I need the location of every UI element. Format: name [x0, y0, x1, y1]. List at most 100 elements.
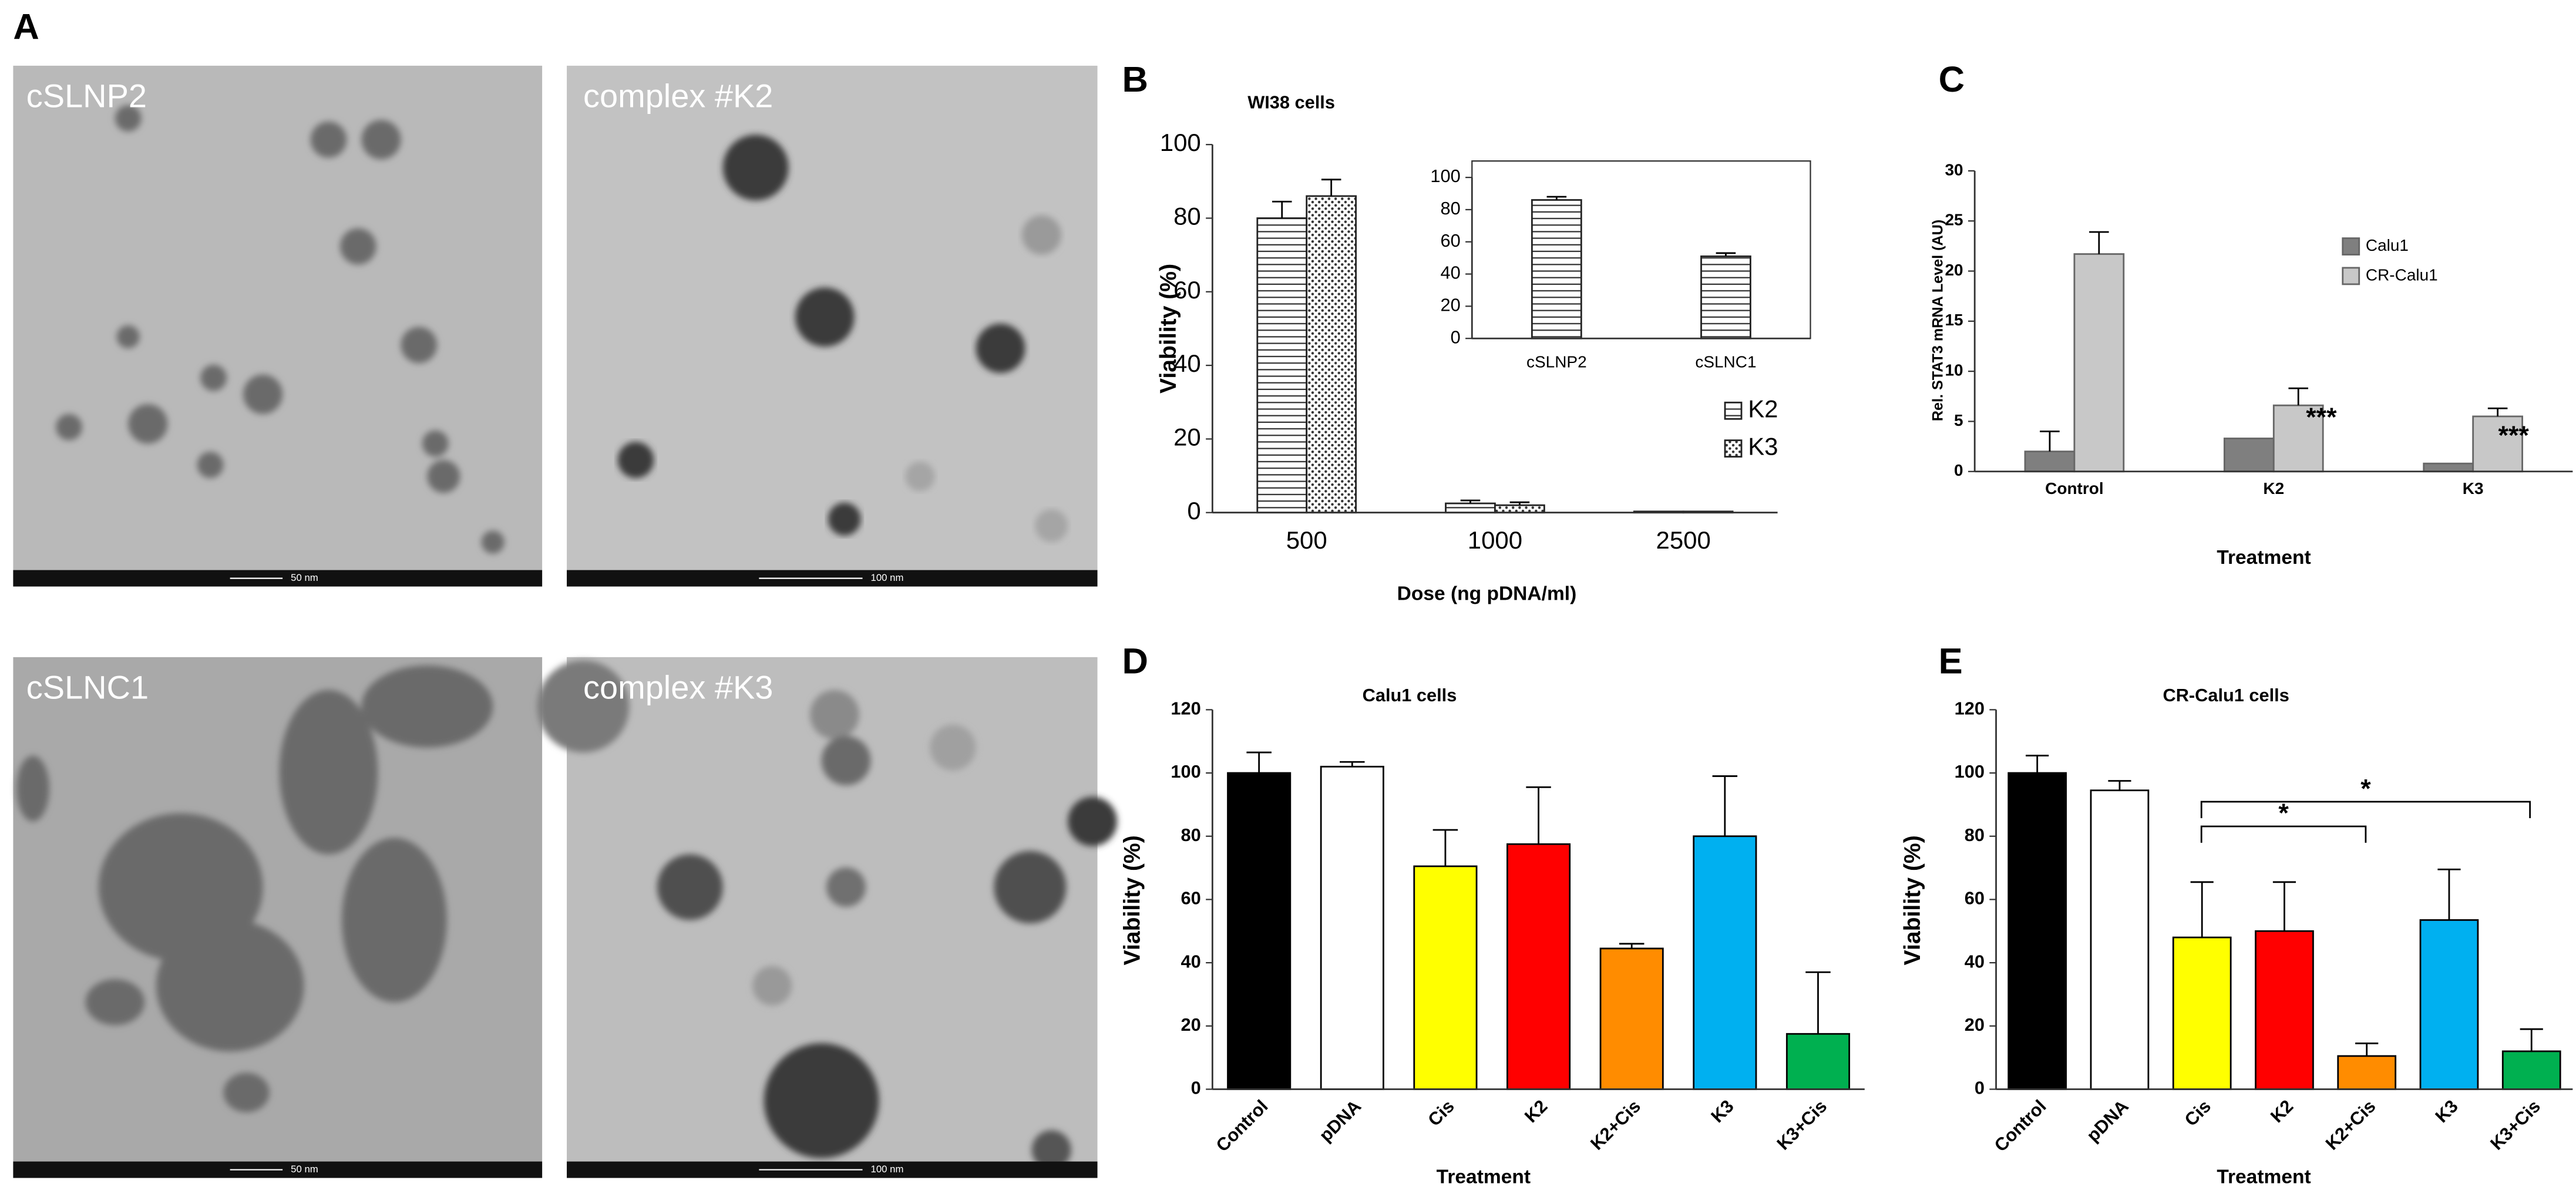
error-bar: [2040, 431, 2060, 452]
bar: [2073, 253, 2125, 473]
bar: [2090, 789, 2150, 1090]
panel-label: E: [1939, 641, 1963, 681]
x-tick-label: Cis: [1424, 1096, 1458, 1131]
annotation: *: [2278, 798, 2289, 828]
error-bar: [1716, 252, 1736, 257]
y-tick-label: 20: [1440, 295, 1460, 315]
bar: [1494, 504, 1545, 514]
x-tick-label: cSLNP2: [1526, 353, 1587, 371]
error-bar: [2108, 780, 2131, 791]
x-tick-label: Control: [1212, 1096, 1272, 1156]
y-tick-label: 25: [1945, 211, 1963, 229]
y-tick-label: 0: [1187, 497, 1200, 524]
y-tick-label: 0: [1975, 1078, 1985, 1098]
inset-frame: [1471, 160, 1811, 339]
y-tick-label: 100: [1955, 761, 1985, 782]
error-bar: [1246, 751, 1272, 774]
bar: [1693, 835, 1757, 1090]
x-axis-label: Dose (ng pDNA/ml): [1397, 583, 1577, 604]
image-label: cSLNP2: [26, 78, 147, 115]
chart-title: CR-Calu1 cells: [2163, 685, 2289, 705]
y-tick-label: 20: [1965, 1014, 1985, 1035]
y-tick-label: 0: [1451, 327, 1461, 347]
error-bar: [1321, 179, 1341, 196]
x-tick-label: Cis: [2181, 1096, 2215, 1131]
bar: [2419, 919, 2479, 1090]
annotation: *: [2360, 774, 2371, 803]
error-bar: [2288, 387, 2309, 406]
particles: [617, 135, 1068, 543]
legend-swatch: [1724, 401, 1743, 420]
y-tick-label: 10: [1945, 361, 1963, 379]
legend-label: Calu1: [2366, 236, 2409, 254]
x-tick-label: K2+Cis: [2322, 1096, 2380, 1154]
chart-title: Calu1 cells: [1363, 685, 1457, 705]
error-bar: [1340, 761, 1365, 767]
bar: [1256, 217, 1308, 514]
y-tick-label: 40: [1181, 951, 1201, 971]
error-bar: [1460, 499, 1481, 504]
error-bar: [2355, 1043, 2379, 1056]
y-tick-label: 30: [1945, 160, 1963, 179]
error-bar: [1546, 196, 1567, 200]
tem-image: 100 nm complex #K3: [537, 657, 1118, 1178]
y-tick-label: 100: [1430, 166, 1460, 186]
x-axis-label: Treatment: [2217, 547, 2311, 569]
x-tick-label: pDNA: [2083, 1096, 2133, 1146]
x-tick-label: K2+Cis: [1586, 1096, 1645, 1154]
error-bar: [2487, 407, 2508, 416]
bar: [2337, 1055, 2397, 1090]
y-tick-label: 80: [1173, 203, 1201, 230]
x-tick-label: K2: [1521, 1096, 1552, 1127]
image-bg: [13, 657, 543, 1178]
y-tick-label: 0: [1191, 1078, 1201, 1098]
x-tick-label: K3+Cis: [2486, 1096, 2544, 1154]
y-tick-label: 15: [1945, 311, 1963, 329]
y-tick-label: 60: [1173, 276, 1201, 304]
legend-swatch: [1724, 439, 1743, 458]
y-tick-label: 60: [1181, 888, 1201, 909]
x-tick-label: K3: [1707, 1096, 1738, 1127]
y-axis-label: Viability (%): [1119, 835, 1145, 965]
annotation: ***: [2498, 421, 2530, 450]
y-tick-label: 5: [1954, 411, 1963, 429]
x-axis-label: Treatment: [1437, 1166, 1531, 1188]
error-bar: [1509, 501, 1530, 506]
scale-label: 50 nm: [291, 572, 318, 583]
y-tick-label: 120: [1171, 698, 1200, 718]
y-tick-label: 40: [1440, 263, 1460, 283]
error-bar: [2272, 881, 2296, 932]
x-tick-label: pDNA: [1315, 1096, 1365, 1146]
legend-swatch: [2342, 267, 2360, 285]
y-tick-label: 60: [1965, 888, 1985, 909]
legend-label: K3: [1748, 433, 1778, 460]
y-tick-label: 120: [1955, 698, 1985, 718]
bar: [2472, 415, 2523, 473]
scale-label: 100 nm: [871, 1164, 904, 1175]
tem-image: 100 nm complex #K2: [567, 65, 1098, 587]
error-bar: [1619, 943, 1645, 949]
bar: [2501, 1050, 2561, 1090]
particles: [537, 660, 1118, 1170]
x-tick-label: 2500: [1656, 526, 1711, 554]
x-tick-label: K3+Cis: [1773, 1096, 1831, 1154]
bar: [1785, 1033, 1851, 1090]
error-bar: [1712, 775, 1738, 836]
x-tick-label: Control: [2045, 479, 2103, 497]
panel-label: B: [1122, 59, 1148, 100]
scale-label: 100 nm: [871, 572, 904, 583]
bar: [1413, 865, 1478, 1090]
y-tick-label: 80: [1965, 825, 1985, 845]
scale-label: 50 nm: [291, 1164, 318, 1175]
x-tick-label: cSLNC1: [1695, 353, 1756, 371]
tem-image: 50 nm cSLNC1: [13, 657, 543, 1178]
x-tick-label: K2: [2263, 479, 2284, 497]
significance-bracket: [2200, 801, 2531, 818]
chart: 0 20 40 60 80 100 120 Control pDNA Cis K2 K2+Cis K3 K…: [1900, 641, 2573, 1188]
y-tick-label: 60: [1440, 230, 1460, 251]
error-bar: [1526, 786, 1551, 845]
y-tick-label: 20: [1181, 1014, 1201, 1035]
error-bar: [2089, 231, 2109, 254]
